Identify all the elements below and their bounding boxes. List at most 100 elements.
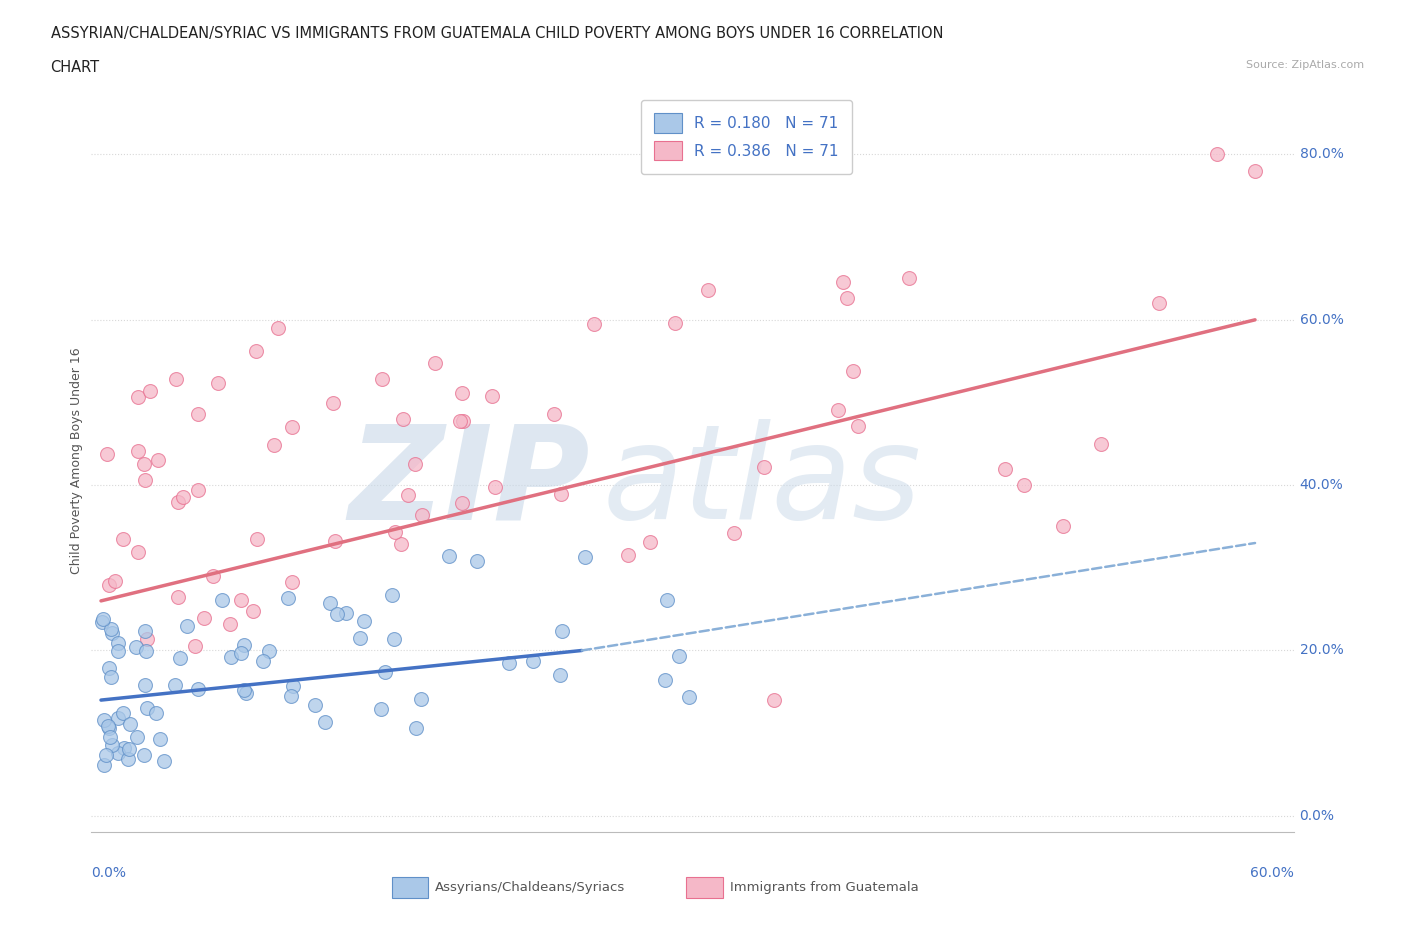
Point xyxy=(389,537,412,551)
Point xyxy=(263,437,285,452)
Text: Assyrians/Chaldeans/Syriacs: Assyrians/Chaldeans/Syriacs xyxy=(436,881,626,894)
Point xyxy=(107,644,129,658)
Point xyxy=(153,753,176,768)
Point xyxy=(127,389,149,404)
Point xyxy=(163,678,186,693)
Text: ASSYRIAN/CHALDEAN/SYRIAC VS IMMIGRANTS FROM GUATEMALA CHILD POVERTY AMONG BOYS U: ASSYRIAN/CHALDEAN/SYRIAC VS IMMIGRANTS F… xyxy=(51,26,943,41)
Point xyxy=(98,720,121,735)
Point xyxy=(104,573,127,588)
Point xyxy=(134,472,156,487)
Point xyxy=(548,668,571,683)
Point xyxy=(281,575,304,590)
Point xyxy=(91,612,114,627)
Point xyxy=(134,623,156,638)
Point xyxy=(304,698,326,712)
Point xyxy=(97,718,120,733)
Point xyxy=(657,593,679,608)
Point xyxy=(449,414,471,429)
Point xyxy=(267,320,290,335)
Point xyxy=(543,406,565,421)
Point xyxy=(827,403,849,418)
Point xyxy=(396,488,419,503)
Point xyxy=(145,706,167,721)
Point xyxy=(582,316,605,331)
Point xyxy=(187,483,209,498)
Point xyxy=(1244,164,1267,179)
Point xyxy=(132,457,155,472)
Point xyxy=(98,660,121,675)
Point xyxy=(165,372,187,387)
Point xyxy=(314,714,336,729)
Point xyxy=(100,621,122,636)
Point xyxy=(169,650,191,665)
Point xyxy=(723,525,745,540)
Point xyxy=(763,693,786,708)
Point xyxy=(640,534,662,549)
Point xyxy=(91,615,114,630)
Point xyxy=(100,737,122,752)
Point xyxy=(392,411,415,426)
Point xyxy=(326,606,349,621)
Point xyxy=(1052,519,1074,534)
Point xyxy=(678,689,700,704)
Point xyxy=(384,525,406,539)
Point xyxy=(187,406,209,421)
Point xyxy=(353,613,375,628)
Point xyxy=(1147,296,1170,311)
Point xyxy=(246,531,269,546)
Point xyxy=(207,376,229,391)
Point xyxy=(125,640,148,655)
Point xyxy=(93,712,115,727)
Text: atlas: atlas xyxy=(602,419,921,546)
Point xyxy=(231,645,253,660)
Point xyxy=(139,383,162,398)
Point xyxy=(252,654,274,669)
Text: 60.0%: 60.0% xyxy=(1250,866,1294,880)
Point xyxy=(1090,436,1112,451)
Point xyxy=(127,443,149,458)
Point xyxy=(101,626,124,641)
Point xyxy=(176,619,198,634)
Point xyxy=(382,631,405,646)
Point xyxy=(202,568,225,583)
Point xyxy=(522,654,544,669)
Point xyxy=(349,631,371,646)
Point xyxy=(112,740,135,755)
Point xyxy=(211,593,233,608)
Point xyxy=(411,692,433,707)
Point xyxy=(229,592,252,607)
Text: ZIP: ZIP xyxy=(349,419,591,546)
Point xyxy=(193,610,215,625)
Point xyxy=(187,682,209,697)
Point xyxy=(322,395,344,410)
Point xyxy=(994,461,1017,476)
Point xyxy=(135,701,157,716)
Point xyxy=(112,531,135,546)
Point xyxy=(233,683,256,698)
Point xyxy=(1205,147,1227,162)
Point xyxy=(219,650,242,665)
Point xyxy=(98,729,121,744)
Point xyxy=(149,731,172,746)
Point xyxy=(281,679,304,694)
Text: Immigrants from Guatemala: Immigrants from Guatemala xyxy=(730,881,918,894)
Y-axis label: Child Poverty Among Boys Under 16: Child Poverty Among Boys Under 16 xyxy=(70,347,83,574)
Point xyxy=(134,748,156,763)
Point xyxy=(218,616,240,631)
Point xyxy=(166,589,188,604)
Point xyxy=(370,702,392,717)
Point xyxy=(280,688,302,703)
Point xyxy=(125,730,148,745)
Point xyxy=(134,677,156,692)
Point xyxy=(451,496,474,511)
Point xyxy=(281,419,304,434)
Point xyxy=(846,418,869,433)
Point xyxy=(127,544,149,559)
Point xyxy=(93,758,115,773)
Point xyxy=(146,452,169,467)
Text: Source: ZipAtlas.com: Source: ZipAtlas.com xyxy=(1246,60,1364,71)
Legend: R = 0.180   N = 71, R = 0.386   N = 71: R = 0.180 N = 71, R = 0.386 N = 71 xyxy=(641,100,852,174)
Text: CHART: CHART xyxy=(51,60,100,75)
Bar xyxy=(392,877,427,897)
Point xyxy=(837,290,859,305)
